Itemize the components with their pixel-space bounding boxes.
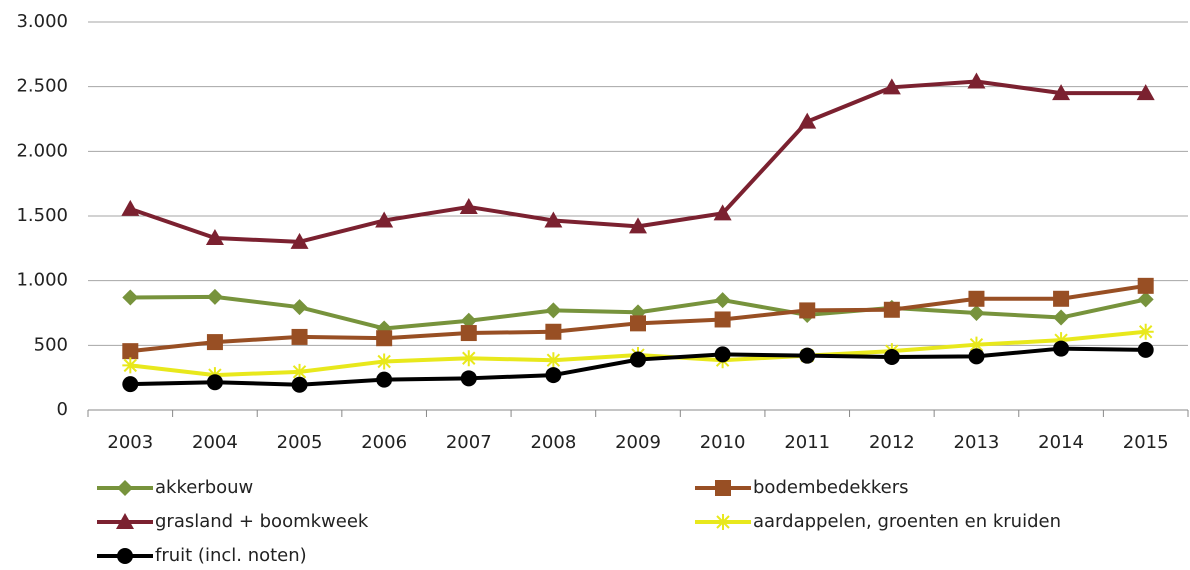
marker <box>545 367 562 384</box>
marker <box>460 312 477 329</box>
x-tick-label: 2005 <box>277 432 323 453</box>
marker <box>1137 291 1154 308</box>
marker <box>714 346 731 363</box>
x-tick-label: 2011 <box>784 432 830 453</box>
marker <box>968 290 985 307</box>
marker <box>117 480 133 496</box>
marker <box>799 347 816 364</box>
legend-item: aardappelen, groenten en kruiden <box>695 511 1061 532</box>
legend-label: aardappelen, groenten en kruiden <box>753 511 1061 532</box>
marker <box>715 514 731 530</box>
marker <box>713 204 732 221</box>
y-tick-label: 0 <box>57 399 68 420</box>
marker <box>206 288 223 305</box>
marker <box>1053 309 1070 326</box>
marker <box>290 232 309 249</box>
legend-item: akkerbouw <box>97 477 253 498</box>
marker <box>715 480 731 496</box>
marker <box>545 302 562 319</box>
marker <box>122 343 139 360</box>
x-tick-label: 2015 <box>1123 432 1169 453</box>
x-tick-label: 2009 <box>615 432 661 453</box>
legend-item: fruit (incl. noten) <box>97 545 307 566</box>
marker <box>121 199 140 216</box>
marker <box>291 376 308 393</box>
legend-label: bodembedekkers <box>753 477 909 498</box>
series <box>122 277 1154 360</box>
marker <box>799 302 816 319</box>
marker <box>1137 277 1154 294</box>
marker <box>1053 340 1070 357</box>
marker <box>630 351 646 368</box>
marker <box>122 376 139 393</box>
x-tick-label: 2014 <box>1038 432 1084 453</box>
marker <box>460 325 477 342</box>
legend-item: grasland + boomkweek <box>97 511 369 532</box>
marker <box>968 348 985 365</box>
legend-label: akkerbouw <box>155 477 253 498</box>
marker <box>967 72 986 89</box>
x-tick-label: 2012 <box>869 432 915 453</box>
marker <box>883 301 900 318</box>
marker <box>376 371 393 388</box>
legend-label: grasland + boomkweek <box>155 511 369 532</box>
x-tick-label: 2003 <box>107 432 153 453</box>
marker <box>122 357 139 374</box>
marker <box>968 305 985 321</box>
marker <box>798 112 817 129</box>
marker <box>714 292 731 309</box>
marker <box>1053 290 1070 307</box>
marker <box>1137 341 1154 358</box>
y-tick-label: 1.000 <box>16 270 68 291</box>
marker <box>117 548 133 564</box>
marker <box>291 328 308 345</box>
legend-item: bodembedekkers <box>695 477 909 498</box>
marker <box>122 289 139 306</box>
marker <box>116 513 134 529</box>
marker <box>629 217 647 234</box>
marker <box>205 228 224 245</box>
marker <box>460 350 477 367</box>
marker <box>630 315 646 332</box>
x-tick-label: 2006 <box>361 432 407 453</box>
marker <box>1137 323 1154 340</box>
marker <box>291 299 308 316</box>
marker <box>545 323 562 340</box>
marker <box>1053 332 1070 349</box>
marker <box>1052 84 1071 101</box>
marker <box>206 374 223 391</box>
series <box>122 340 1154 393</box>
y-tick-label: 3.000 <box>16 11 68 32</box>
marker <box>459 197 478 214</box>
marker <box>460 370 477 387</box>
x-tick-label: 2010 <box>700 432 746 453</box>
y-tick-label: 1.500 <box>16 205 68 226</box>
legend-label: fruit (incl. noten) <box>155 545 307 566</box>
x-tick-label: 2007 <box>446 432 492 453</box>
y-tick-label: 2.000 <box>16 140 68 161</box>
marker <box>376 353 393 370</box>
marker <box>968 336 985 353</box>
marker <box>375 211 394 228</box>
series <box>121 72 1155 249</box>
marker <box>883 348 900 365</box>
marker <box>291 363 308 380</box>
marker <box>376 330 393 347</box>
marker <box>545 352 562 369</box>
marker <box>1136 84 1155 101</box>
x-tick-label: 2013 <box>954 432 1000 453</box>
x-tick-label: 2008 <box>530 432 576 453</box>
marker <box>882 78 901 95</box>
y-tick-label: 2.500 <box>16 76 68 97</box>
marker <box>544 211 563 228</box>
y-tick-label: 500 <box>34 334 68 355</box>
marker <box>714 311 731 328</box>
x-tick-label: 2004 <box>192 432 238 453</box>
marker <box>206 334 223 351</box>
